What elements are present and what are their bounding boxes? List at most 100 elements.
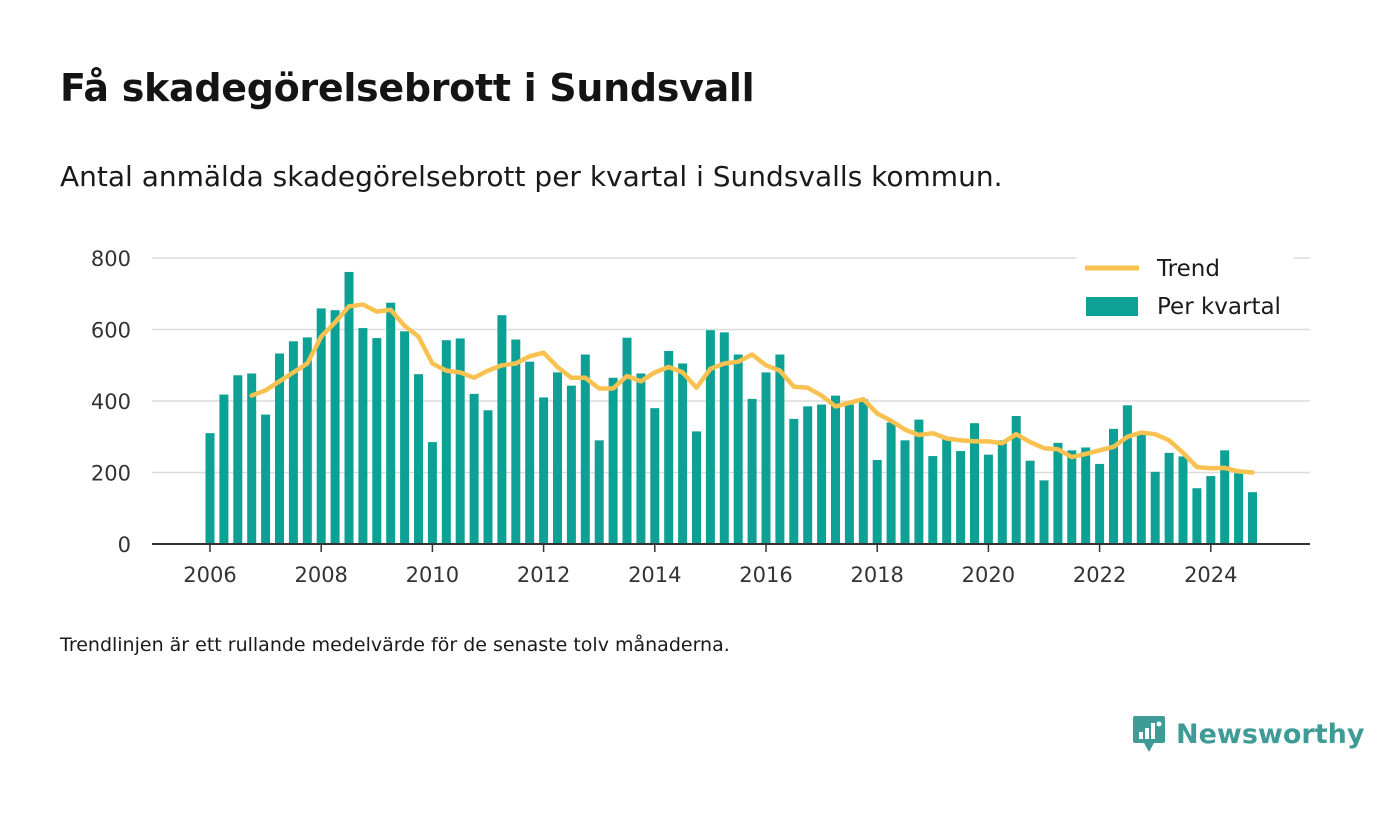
bar — [831, 395, 840, 544]
x-tick-label: 2014 — [628, 563, 681, 587]
bar — [566, 385, 576, 544]
bar — [233, 375, 243, 544]
y-tick-label: 200 — [91, 462, 131, 486]
bar — [275, 353, 284, 544]
bar — [719, 332, 729, 544]
bar — [1220, 450, 1230, 544]
x-tick-label: 2008 — [294, 563, 347, 587]
bar — [678, 363, 688, 544]
bar — [608, 377, 618, 544]
bar — [1053, 442, 1063, 544]
bar — [594, 440, 604, 544]
bar — [942, 438, 952, 544]
x-tick-label: 2006 — [183, 563, 236, 587]
bar — [1206, 476, 1216, 544]
bar — [316, 308, 326, 544]
bar — [386, 302, 396, 544]
bar — [219, 394, 229, 544]
bar — [664, 350, 674, 544]
bar — [414, 374, 423, 544]
legend-trend-label: Trend — [1156, 256, 1220, 282]
bar — [427, 442, 437, 544]
bar — [761, 372, 771, 544]
x-tick-label: 2010 — [406, 563, 459, 587]
bar — [636, 373, 646, 544]
bar — [970, 423, 979, 544]
bar — [803, 406, 813, 544]
legend-bar-label: Per kvartal — [1157, 294, 1281, 320]
bar — [400, 331, 410, 544]
bar — [817, 404, 827, 544]
bar-series — [205, 271, 1257, 544]
bar — [302, 337, 312, 544]
bar — [733, 354, 743, 544]
bar — [1095, 463, 1105, 544]
bar — [288, 341, 298, 544]
x-tick-label: 2016 — [739, 563, 792, 587]
bar — [1248, 492, 1257, 544]
bar — [983, 454, 993, 544]
bar — [1039, 480, 1049, 544]
bar — [789, 418, 799, 544]
bar — [1109, 428, 1118, 544]
bar-line-chart: 0 200 400 600 800 2006 2008 2010 2012 2014 2016 201… — [91, 247, 1310, 587]
newsworthy-logo-icon — [1133, 716, 1165, 752]
bar — [858, 399, 868, 544]
chart-subtitle: Antal anmälda skadegörelsebrott per kvar… — [60, 160, 1003, 193]
bar — [747, 398, 757, 544]
brand-name: Newsworthy — [1176, 718, 1365, 750]
bar — [483, 410, 493, 544]
y-tick-label: 0 — [118, 533, 131, 557]
x-tick-label: 2012 — [517, 563, 570, 587]
bar — [1192, 488, 1202, 544]
bar — [372, 338, 382, 544]
x-tick-label: 2022 — [1073, 563, 1126, 587]
bar — [441, 340, 451, 544]
bar — [1122, 405, 1132, 544]
bar — [344, 271, 354, 544]
bar — [692, 431, 701, 544]
bar — [205, 433, 215, 544]
bar — [1067, 450, 1077, 544]
trend-line — [249, 302, 1255, 475]
bar — [539, 397, 549, 544]
bar — [997, 440, 1007, 544]
bar — [622, 337, 632, 544]
bar — [1178, 456, 1188, 544]
bar — [886, 422, 896, 544]
bar — [956, 451, 966, 544]
bar — [455, 338, 465, 544]
bar — [1234, 473, 1244, 544]
bar — [1081, 447, 1091, 544]
brand: Newsworthy — [1132, 712, 1364, 756]
bar — [705, 330, 715, 544]
bar — [775, 354, 785, 544]
bar — [900, 440, 910, 544]
legend: Trend Per kvartal — [1076, 250, 1294, 326]
bar — [497, 315, 507, 544]
y-tick-label: 600 — [91, 319, 131, 343]
axes: 0 200 400 600 800 2006 2008 2010 2012 2014 2016 201… — [91, 247, 1310, 587]
x-tick-label: 2018 — [850, 563, 903, 587]
bar — [469, 393, 479, 544]
bar — [914, 419, 924, 544]
bar — [1150, 471, 1160, 544]
bar — [928, 456, 938, 544]
bar — [358, 328, 368, 544]
bar — [511, 339, 521, 544]
y-tick-label: 800 — [91, 247, 131, 271]
bar — [247, 373, 257, 544]
bar — [553, 372, 562, 544]
bar — [330, 310, 340, 544]
y-tick-label: 400 — [91, 390, 131, 414]
bar — [525, 361, 535, 544]
bar — [1011, 416, 1021, 544]
bar — [1164, 452, 1174, 544]
bar — [1025, 460, 1035, 544]
footnote: Trendlinjen är ett rullande medelvärde f… — [60, 634, 730, 656]
bar — [844, 404, 854, 544]
legend-bar-swatch — [1086, 297, 1138, 316]
bar — [580, 354, 590, 544]
x-tick-label: 2020 — [962, 563, 1015, 587]
bar — [650, 408, 660, 544]
